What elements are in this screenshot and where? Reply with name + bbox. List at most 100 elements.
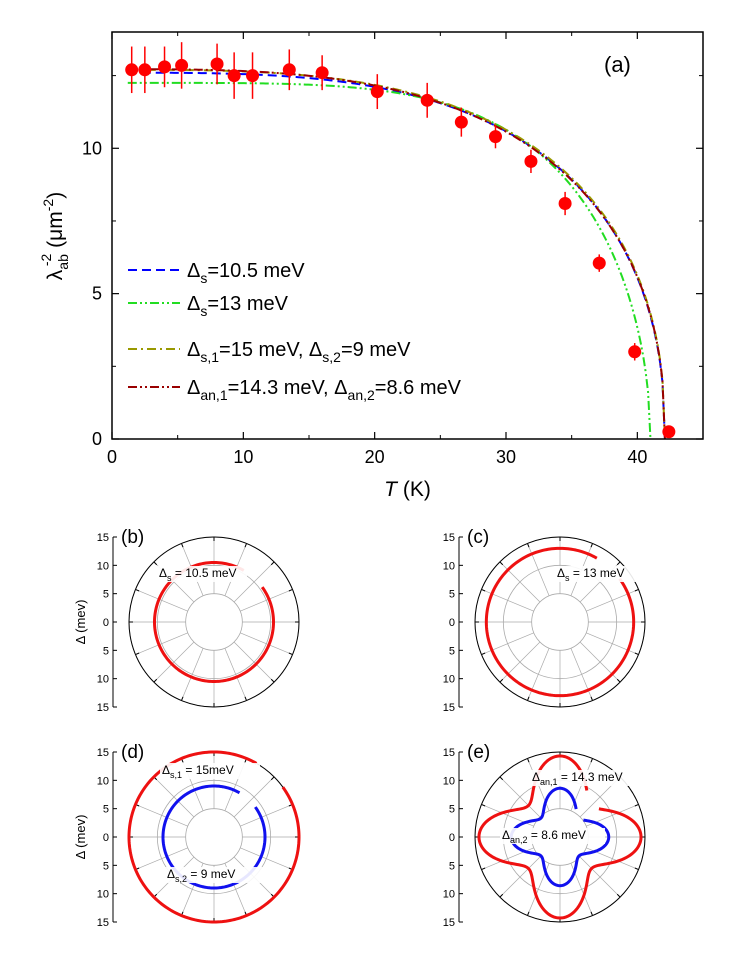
radial-tick-label: 5 [449,589,455,601]
polar-spoke [527,648,550,701]
polar-spoke [153,776,195,818]
data-marker [246,69,260,83]
polar-spoke [586,632,639,655]
panel-label-e: (e) [467,742,490,763]
panel-label-b: (b) [121,527,144,548]
gap-curve [127,750,301,924]
polar-outer-tick [499,678,504,683]
data-point [125,46,139,94]
panel-a: 0 10 20 30 40 0 5 10 T (K) λab-2 (μm-2) (a) Δs=10.5… [38,31,704,501]
curve-label-bg [530,770,635,786]
polar-outer-tick [153,561,158,566]
polar-outer-tick [270,776,275,781]
polar-outer-tick [634,652,639,655]
radial-tick-label: 5 [449,645,455,657]
polar-spoke [499,856,541,898]
data-marker [175,58,189,72]
panel-c: 15 10 5 0 5 10 15 (c) Δs = 13 meV [443,527,646,714]
polar-outer-tick [481,589,486,592]
data-marker [210,57,224,71]
data-point [175,42,189,89]
data-marker [662,425,676,439]
radial-tick-label: 5 [449,804,455,816]
legend-entry: Δs=13 meV [187,293,289,319]
polar-outer-tick [153,678,158,683]
polar-outer-tick [499,776,504,781]
polar-spoke [240,632,293,655]
panel-b: 15 10 5 0 5 10 15 Δ (mev) (b) Δs = 10.5 meV [73,527,300,714]
polar-spoke [579,641,621,683]
polar-outer-tick [244,543,247,548]
gap-curve [509,786,611,888]
polar-grid-circle [531,593,589,651]
data-point [370,74,384,110]
x-tick-label: 30 [496,447,516,467]
data-marker [282,63,296,77]
polar-outer-tick [481,804,486,807]
polar-spoke [240,847,293,870]
legend-entry: Δan,1=14.3 meV, Δan,2=8.6 meV [187,377,462,403]
radial-tick-label: 5 [103,589,109,601]
polar-outer-tick [634,867,639,870]
polar-spoke [499,561,541,603]
radial-tick-label: 0 [449,832,455,844]
radial-tick-label: 10 [97,560,109,572]
data-marker [488,130,502,144]
polar-spoke [135,847,188,870]
plot-frame [111,31,704,440]
data-point [524,149,538,173]
polar-spoke [233,561,275,603]
radial-axis-label: Δ (mev) [73,600,88,645]
radial-tick-label: 15 [97,747,109,759]
data-point [315,55,329,91]
data-point [592,254,606,272]
data-marker [454,115,468,129]
polar-outer-tick [270,561,275,566]
polar-spoke [481,632,534,655]
panel-label-c: (c) [467,527,489,548]
data-point [227,52,241,99]
data-point [454,107,468,137]
polar-spoke [181,648,204,701]
radial-tick-label: 5 [103,804,109,816]
y-tick-label: 10 [82,138,102,158]
polar-outer-tick [527,911,530,916]
polar-outer-tick [181,543,184,548]
radial-tick-label: 15 [443,917,455,929]
curve-label: Δan,2 = 8.6 meV [502,828,586,845]
y-tick-label: 5 [92,284,102,304]
radial-tick-label: 0 [103,617,109,629]
x-tick-label: 10 [233,447,253,467]
data-marker [125,63,139,77]
data-marker [558,197,572,211]
curve-label: Δs,2 = 9 meV [167,867,235,884]
data-point [210,43,224,85]
polar-spoke [499,776,541,818]
data-marker [370,85,384,99]
radial-tick-label: 10 [97,889,109,901]
polar-outer-tick [616,893,621,898]
radial-tick-label: 10 [443,560,455,572]
radial-tick-label: 0 [103,832,109,844]
polar-outer-tick [288,589,293,592]
data-marker [227,69,241,83]
radial-tick-label: 15 [97,702,109,714]
data-marker [524,154,538,168]
x-tick-label: 20 [365,447,385,467]
data-point [558,191,572,216]
curve-label: Δs,1 = 15meV [162,763,234,780]
polar-spoke [481,589,534,612]
curve-label-bg [555,566,645,582]
data-point [488,125,502,149]
curve-label-bg [160,763,260,779]
y-tick-label: 0 [92,429,102,449]
radial-tick-label: 5 [103,860,109,872]
data-marker [138,63,152,77]
polar-outer-tick [135,589,140,592]
radial-tick-label: 10 [443,775,455,787]
polar-outer-tick [527,543,530,548]
polar-outer-tick [181,696,184,701]
polar-spoke [240,804,293,827]
legend-entry: Δs=10.5 meV [187,260,305,286]
polar-spoke [240,589,293,612]
